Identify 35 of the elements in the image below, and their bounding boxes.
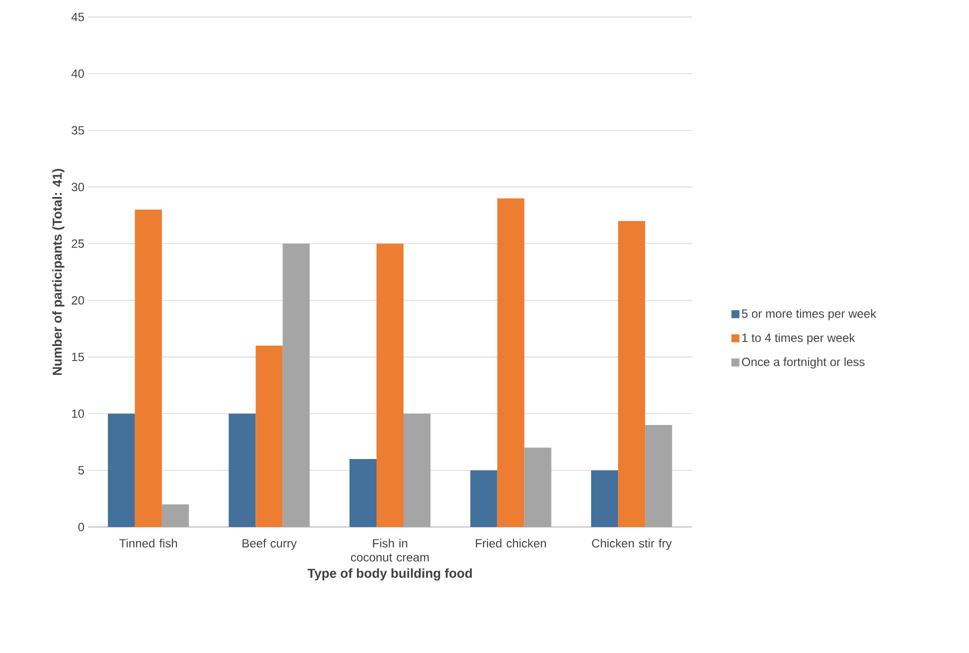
legend-label: 5 or more times per week	[742, 309, 876, 320]
y-tick-label: 35	[72, 126, 84, 135]
x-tick-label: Fish in coconut cream	[350, 538, 429, 562]
x-tick-label: Tinned fish	[119, 538, 177, 548]
bar	[282, 244, 310, 527]
bar	[618, 220, 646, 527]
legend-label: 1 to 4 times per week	[742, 333, 856, 344]
y-tick-label: 45	[71, 12, 84, 22]
y-tick-label: 30	[72, 182, 84, 192]
bar	[162, 504, 189, 527]
bar	[470, 470, 498, 527]
bar	[228, 414, 256, 527]
x-tick-label: Beef curry	[242, 538, 297, 550]
y-tick-label: 25	[72, 239, 84, 248]
y-tick-label: 15	[72, 352, 84, 362]
bar	[497, 198, 524, 527]
bar	[645, 425, 672, 527]
bar	[256, 346, 283, 527]
y-tick-label: 40	[71, 69, 84, 78]
y-tick-label: 5	[78, 466, 84, 474]
bar	[404, 414, 431, 527]
bar	[524, 448, 552, 527]
bar	[134, 210, 162, 527]
bar	[376, 244, 404, 527]
bar	[350, 459, 377, 527]
bar	[108, 414, 135, 527]
y-tick-label: 0	[78, 522, 84, 532]
x-tick-label: Chicken stir fry	[592, 538, 672, 550]
y-tick-label: 10	[72, 409, 84, 418]
x-tick-label: Fried chicken	[476, 538, 546, 548]
y-axis-title: Number of participants (Total: 41)	[52, 168, 64, 375]
x-axis-title: Type of body building food	[308, 568, 472, 580]
bar	[591, 470, 618, 527]
legend-label: Once a fortnight or less	[742, 357, 865, 369]
y-tick-label: 20	[72, 296, 84, 305]
